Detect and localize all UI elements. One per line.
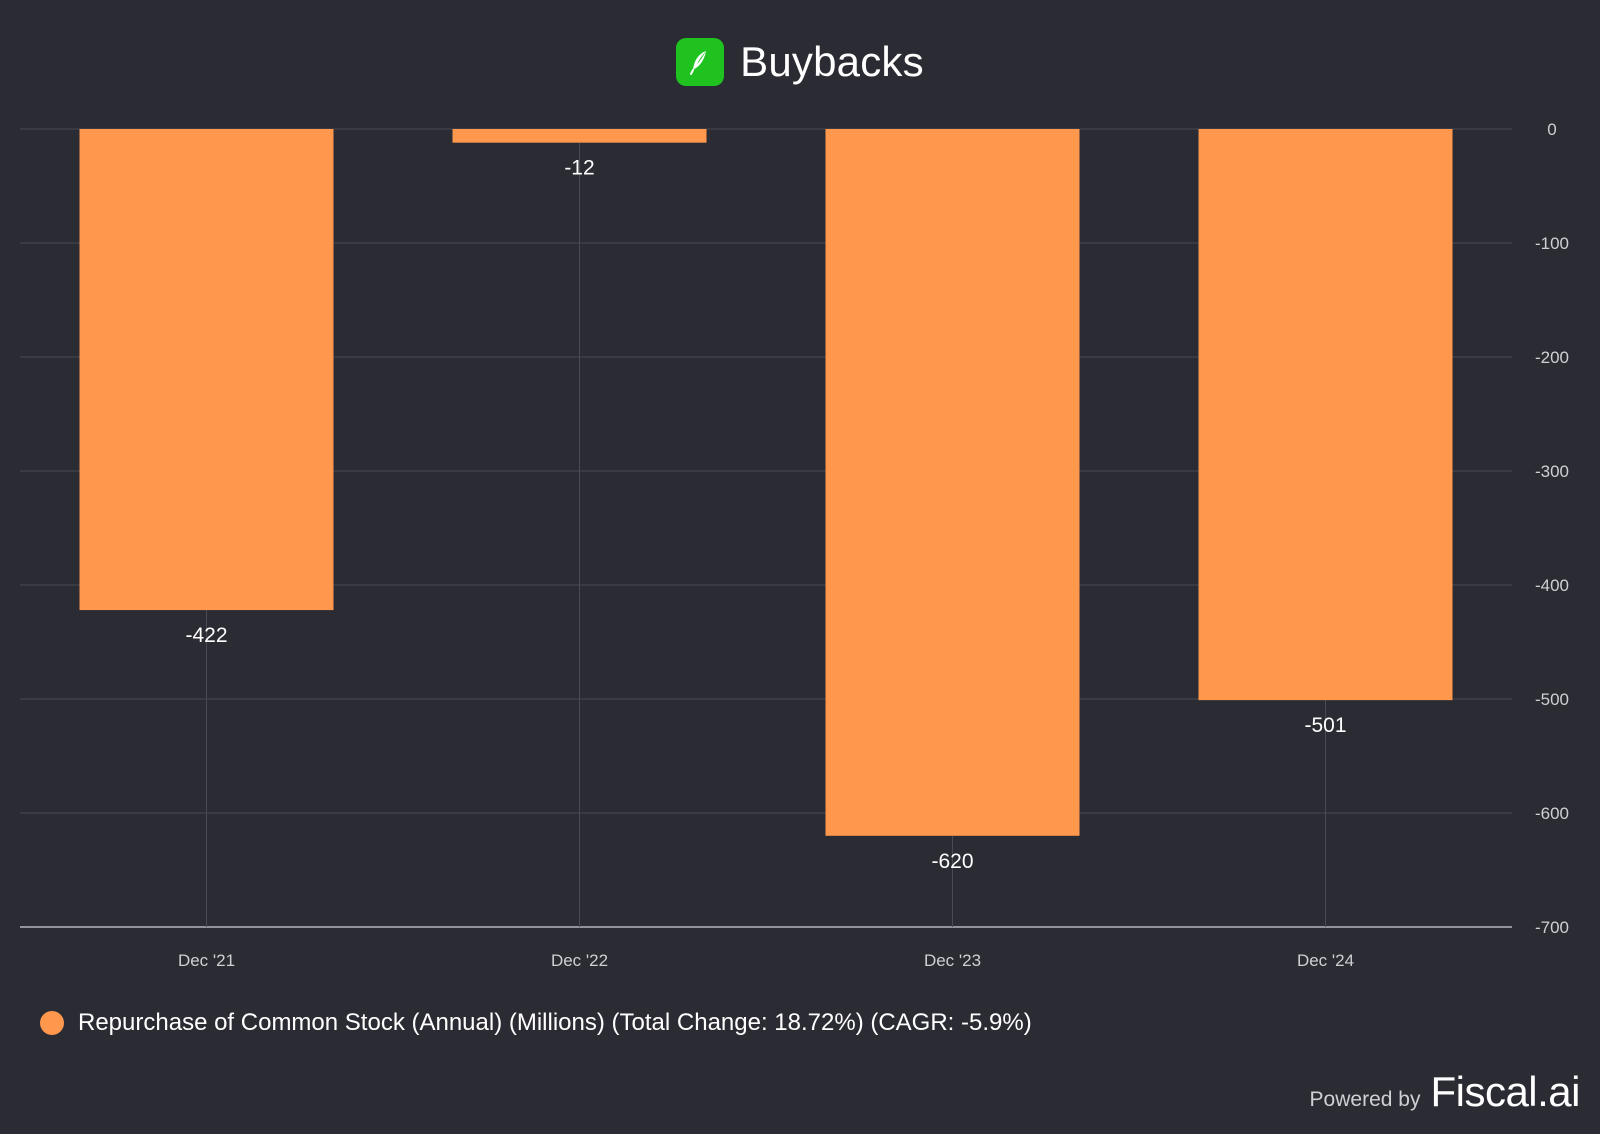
legend-marker (40, 1011, 64, 1035)
bar (1198, 129, 1453, 701)
data-label: -12 (564, 157, 594, 180)
bar (452, 129, 707, 143)
powered-by-text: Powered by (1309, 1088, 1421, 1111)
y-tick-label: -200 (1535, 348, 1569, 367)
brand-logo-text: Fiscal.ai (1430, 1068, 1580, 1115)
x-tick-label: Dec '24 (1297, 951, 1354, 970)
y-tick-label: -400 (1535, 576, 1569, 595)
x-tick-label: Dec '21 (178, 951, 235, 970)
y-tick-label: 0 (1547, 120, 1556, 139)
y-tick-label: -300 (1535, 462, 1569, 481)
y-tick-label: -500 (1535, 690, 1569, 709)
robinhood-logo (676, 38, 725, 86)
x-tick-label: Dec '23 (924, 951, 981, 970)
y-tick-label: -600 (1535, 804, 1569, 823)
bar (825, 129, 1080, 836)
y-tick-label: -100 (1535, 234, 1569, 253)
bar (79, 129, 334, 611)
data-label: -620 (931, 850, 973, 873)
powered-by-badge[interactable]: Powered by Fiscal.ai (1309, 1068, 1581, 1116)
bar-chart: 0 -100 -200 -300 -400 -500 -600 -700 Dec '21 Dec … (20, 120, 1569, 970)
x-tick-label: Dec '22 (551, 951, 608, 970)
chart-header: Buybacks (0, 34, 1600, 90)
feather-icon (690, 51, 707, 75)
y-tick-label: -700 (1535, 918, 1569, 937)
legend[interactable]: Repurchase of Common Stock (Annual) (Mil… (40, 1009, 1032, 1037)
data-label: -422 (185, 624, 227, 647)
data-label: -501 (1304, 714, 1346, 737)
legend-label: Repurchase of Common Stock (Annual) (Mil… (78, 1009, 1032, 1036)
chart-title: Buybacks (740, 38, 924, 85)
